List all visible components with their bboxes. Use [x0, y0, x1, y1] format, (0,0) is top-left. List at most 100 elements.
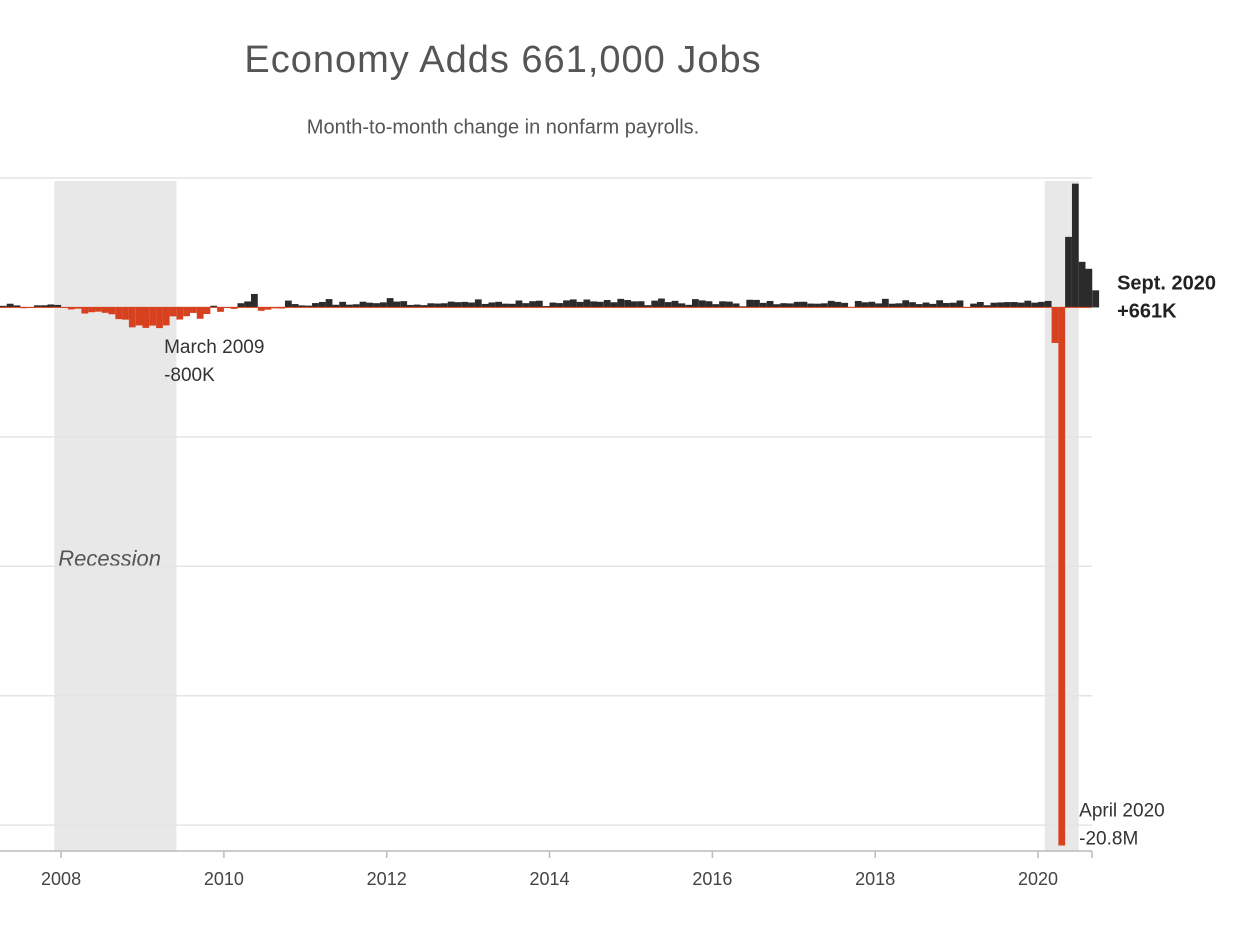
value-label: -800K — [164, 365, 215, 386]
value-label: -20.8M — [1079, 829, 1138, 850]
bar — [257, 307, 265, 311]
annotation-date: March 2009 — [164, 337, 264, 358]
chart-subtitle: Month-to-month change in nonfarm payroll… — [307, 116, 699, 138]
bar — [854, 300, 862, 308]
bar — [156, 307, 163, 329]
x-tick-label: 2014 — [530, 869, 570, 889]
bar — [678, 303, 686, 308]
bar — [74, 307, 82, 309]
bar — [81, 307, 89, 314]
bar — [658, 298, 665, 308]
bar — [949, 302, 957, 308]
bar — [149, 307, 157, 326]
bar — [474, 299, 482, 308]
bar — [997, 302, 1005, 308]
bar — [800, 301, 808, 308]
bar — [183, 307, 190, 317]
bar — [983, 305, 991, 308]
bar — [169, 307, 177, 317]
bar — [250, 293, 258, 308]
bar — [807, 303, 815, 308]
bar — [990, 302, 998, 308]
bar — [95, 307, 102, 312]
bar — [332, 304, 340, 308]
bar — [40, 305, 48, 308]
x-tick-label: 2012 — [367, 869, 407, 889]
bar — [1017, 302, 1025, 308]
bar — [346, 304, 353, 308]
bar — [400, 301, 408, 308]
bar — [732, 303, 740, 308]
bar — [590, 301, 598, 308]
recession-band — [54, 181, 177, 851]
bar — [556, 303, 564, 308]
x-tick-label: 2020 — [1018, 869, 1058, 889]
bar — [196, 307, 204, 319]
bar — [502, 303, 509, 308]
bar — [108, 307, 116, 315]
bar — [970, 303, 977, 308]
bar — [637, 301, 645, 308]
bar — [352, 304, 360, 308]
bar — [318, 301, 326, 308]
bar — [685, 304, 693, 308]
bar — [434, 303, 441, 308]
bar — [325, 299, 333, 308]
bar — [1010, 302, 1018, 308]
bar — [569, 299, 577, 308]
bar — [617, 298, 625, 308]
bar — [298, 305, 306, 308]
bar — [230, 307, 238, 309]
bar — [529, 301, 536, 308]
bar — [217, 307, 224, 312]
bar — [284, 300, 292, 308]
bar — [447, 301, 455, 308]
x-tick-label: 2010 — [204, 869, 244, 889]
bar — [739, 306, 747, 308]
bar — [549, 302, 557, 308]
bar — [101, 307, 109, 313]
bar — [644, 305, 652, 308]
bar — [868, 301, 876, 308]
bar — [1085, 268, 1093, 308]
bar — [407, 304, 414, 308]
bar — [834, 301, 842, 308]
bar — [1051, 307, 1059, 343]
bar — [881, 298, 889, 308]
bar — [488, 302, 496, 308]
bar — [753, 299, 760, 308]
bar — [495, 301, 503, 308]
bar — [766, 300, 774, 308]
bar — [135, 307, 143, 326]
bar — [142, 307, 150, 328]
bar — [827, 300, 835, 308]
bar — [875, 303, 882, 308]
bar — [820, 303, 828, 308]
bar — [909, 302, 916, 308]
bar — [278, 307, 285, 309]
bar — [610, 302, 618, 308]
annotation-date: Sept. 2020 — [1117, 273, 1216, 295]
bar — [1065, 236, 1072, 308]
bar — [542, 306, 550, 308]
bar — [454, 302, 462, 308]
bar — [1092, 290, 1100, 308]
bar — [814, 303, 821, 308]
bar — [1004, 302, 1011, 308]
recession-label: Recession — [58, 546, 161, 571]
bar — [630, 301, 638, 308]
bar — [162, 307, 170, 326]
bar — [915, 304, 923, 308]
bar — [1071, 183, 1079, 308]
bar — [468, 302, 475, 308]
bar — [359, 301, 367, 308]
bar — [312, 303, 319, 308]
bar — [976, 301, 984, 308]
bar — [6, 303, 14, 308]
bar — [705, 301, 713, 308]
bar — [189, 307, 197, 313]
bar — [88, 307, 95, 313]
bar — [787, 303, 794, 308]
bar — [203, 307, 211, 315]
